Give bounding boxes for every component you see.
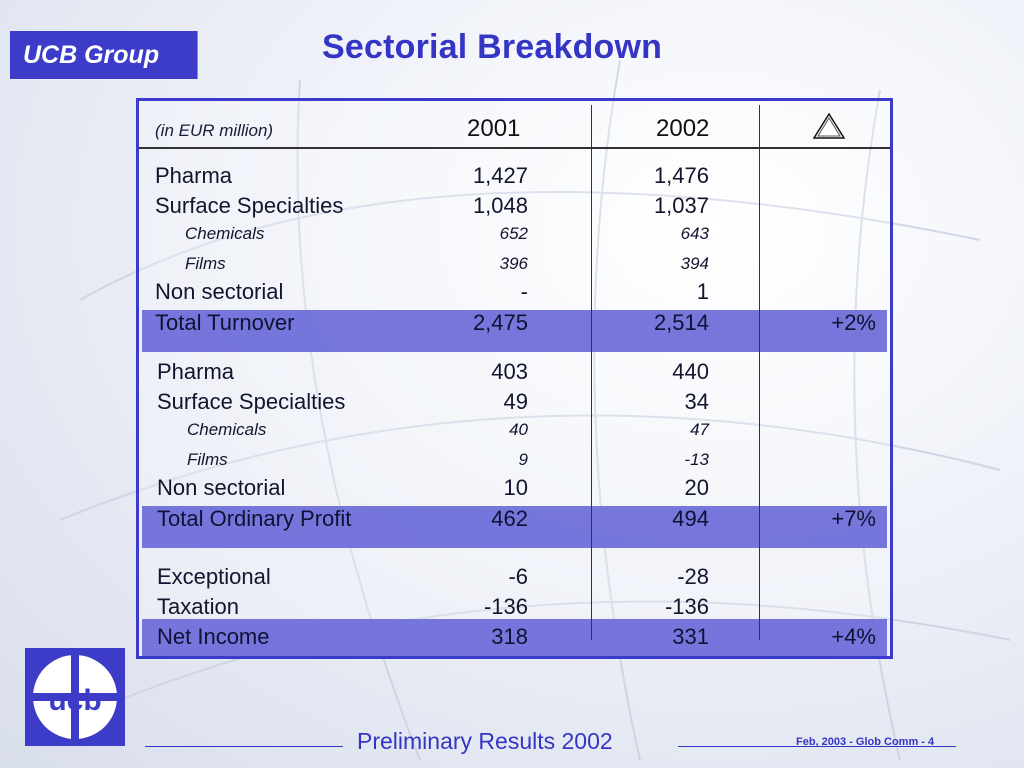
- row-label: Surface Specialties: [155, 193, 344, 218]
- value-2001: 1,048: [472, 193, 528, 218]
- value-2001: -: [520, 279, 528, 304]
- table-row: Non sectorial 10 20: [139, 475, 890, 505]
- row-label: Total Ordinary Profit: [157, 506, 352, 531]
- value-2002: -136: [664, 594, 709, 619]
- footer-divider: [678, 746, 956, 747]
- page-title: Sectorial Breakdown: [322, 28, 663, 66]
- brand-label: UCB Group: [10, 31, 198, 79]
- table-row-total-turnover: Total Turnover 2,475 2,514 +2%: [139, 310, 890, 340]
- band-net-income: [142, 619, 887, 656]
- table-row: Surface Specialties 1,048 1,037: [139, 193, 890, 223]
- value-change: +7%: [831, 506, 876, 531]
- row-label: Non sectorial: [157, 475, 286, 500]
- ucb-logo: ucb: [25, 648, 125, 746]
- row-label: Surface Specialties: [157, 389, 346, 414]
- band-total-turnover: [142, 310, 887, 352]
- row-label: Taxation: [157, 594, 239, 619]
- table-row: Exceptional -6 -28: [139, 564, 890, 594]
- value-2001: 9: [518, 450, 528, 469]
- table-header: (in EUR million) 2001 2002: [139, 101, 890, 149]
- table-row: Chemicals 40 47: [139, 420, 890, 450]
- value-2002: 2,514: [653, 310, 709, 335]
- value-2001: -136: [483, 594, 528, 619]
- value-2002: 1,476: [653, 163, 709, 188]
- row-label: Total Turnover: [155, 310, 295, 335]
- table-row-total-ordinary-profit: Total Ordinary Profit 462 494 +7%: [139, 506, 890, 536]
- column-divider: [591, 105, 592, 640]
- value-2001: 40: [509, 420, 528, 439]
- row-label: Chemicals: [185, 224, 265, 243]
- footer-title: Preliminary Results 2002: [357, 728, 613, 754]
- table-row: Non sectorial - 1: [139, 279, 890, 309]
- value-2001: 403: [491, 359, 528, 384]
- value-2002: 440: [672, 359, 709, 384]
- logo-text: ucb: [48, 684, 101, 717]
- band-total-ordinary-profit: [142, 506, 887, 548]
- unit-label: (in EUR million): [155, 121, 274, 140]
- value-2002: 1: [696, 279, 709, 304]
- row-label: Chemicals: [187, 420, 267, 439]
- row-label: Non sectorial: [155, 279, 284, 304]
- breakdown-table: (in EUR million) 2001 2002 Pharma 1,427 …: [136, 98, 893, 659]
- header-2001: 2001: [467, 115, 521, 142]
- table-row: Pharma 403 440: [139, 359, 890, 389]
- table-row: Surface Specialties 49 34: [139, 389, 890, 419]
- triangle-icon: [812, 112, 846, 145]
- value-2001: -6: [508, 564, 528, 589]
- row-label: Films: [185, 254, 226, 273]
- header-2002: 2002: [656, 115, 710, 142]
- table-row: Films 9 -13: [139, 450, 890, 480]
- value-2002: -13: [684, 450, 709, 469]
- value-change: +2%: [831, 310, 876, 335]
- table-row-net-income: Net Income 318 331 +4%: [139, 624, 890, 654]
- value-2001: 396: [499, 254, 528, 273]
- footer-note: Feb, 2003 - Glob Comm - 4: [796, 736, 935, 748]
- value-2001: 2,475: [472, 310, 528, 335]
- value-2002: 331: [672, 624, 709, 649]
- row-label: Net Income: [157, 624, 270, 649]
- value-2002: 394: [680, 254, 709, 273]
- value-change: +4%: [831, 624, 876, 649]
- value-2001: 318: [491, 624, 528, 649]
- table-row: Chemicals 652 643: [139, 224, 890, 254]
- row-label: Films: [187, 450, 228, 469]
- footer-divider: [145, 746, 343, 747]
- column-divider: [759, 105, 760, 640]
- value-2002: 643: [680, 224, 709, 243]
- value-2002: 1,037: [653, 193, 709, 218]
- table-row: Films 396 394: [139, 254, 890, 284]
- table-row: Pharma 1,427 1,476: [139, 163, 890, 193]
- value-2002: 47: [690, 420, 709, 439]
- row-label: Pharma: [155, 163, 233, 188]
- value-2002: 494: [672, 506, 709, 531]
- row-label: Exceptional: [157, 564, 271, 589]
- value-2002: 34: [684, 389, 709, 414]
- value-2002: -28: [677, 564, 709, 589]
- value-2001: 49: [503, 389, 528, 414]
- value-2001: 462: [491, 506, 528, 531]
- value-2001: 10: [503, 475, 528, 500]
- row-label: Pharma: [157, 359, 235, 384]
- value-2001: 652: [499, 224, 528, 243]
- table-row: Taxation -136 -136: [139, 594, 890, 624]
- value-2002: 20: [684, 475, 709, 500]
- value-2001: 1,427: [472, 163, 528, 188]
